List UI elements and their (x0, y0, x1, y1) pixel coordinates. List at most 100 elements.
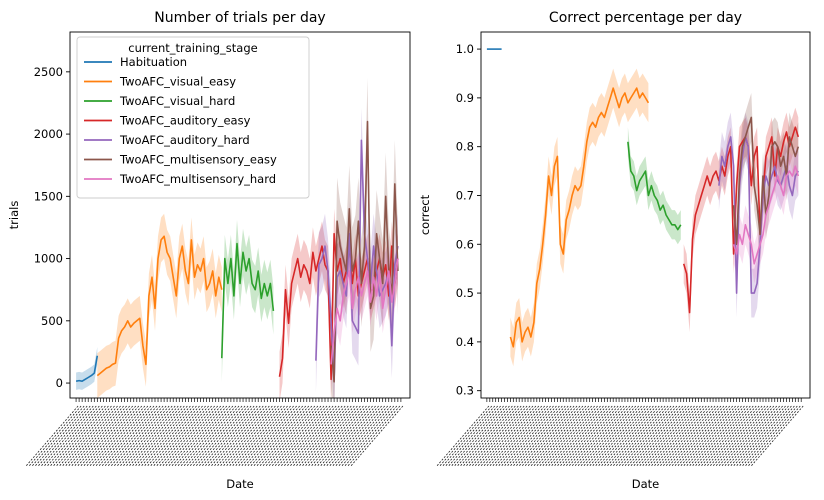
left-xtick-label (223, 405, 276, 467)
legend-box (76, 36, 310, 199)
left-xtick-label (326, 405, 379, 467)
right-xtick-label (750, 405, 804, 467)
right-xtick-label (674, 405, 728, 467)
right-xtick-label (568, 405, 622, 467)
right-xtick-label (662, 405, 716, 467)
left-xtick-label (116, 405, 170, 467)
right-xtick-label (439, 405, 493, 467)
left-xtick-label (350, 405, 404, 467)
right-xtick-label (495, 405, 548, 467)
left-xtick-label (280, 405, 334, 467)
left-xtick-label (59, 405, 112, 467)
left-line-twoafc-auditory-easy (278, 232, 399, 381)
right-xtick-label (642, 405, 695, 467)
left-xtick-label (295, 405, 349, 467)
left-xtick-label (311, 405, 364, 467)
left-xtick-label (125, 405, 179, 467)
right-xtick-label (689, 405, 742, 467)
right-xtick-label (648, 405, 701, 467)
left-xtick-label (226, 405, 279, 467)
left-xtick-label (153, 405, 206, 467)
left-xtick-label (217, 405, 270, 467)
right-xtick-label (651, 405, 704, 467)
right-band-twoafc-auditory-hard (718, 112, 799, 318)
right-xtick-label (747, 405, 801, 467)
right-xtick-label (598, 405, 651, 467)
left-xtick-label (156, 405, 209, 467)
left-xtick-label (335, 405, 389, 467)
left-ytick-label: 1000 (34, 252, 63, 266)
legend-label-twoafc-auditory-easy: TwoAFC_auditory_easy (119, 114, 251, 128)
right-xtick-label (559, 405, 613, 467)
left-xtick-label (244, 405, 297, 467)
right-line-twoafc-visual-hard (627, 141, 682, 231)
left-band-habituation (76, 347, 98, 390)
right-xtick-label (474, 405, 528, 467)
left-xtick-label (256, 405, 310, 467)
right-xtick-label (665, 405, 719, 467)
left-xtick-label (147, 405, 200, 467)
left-xtick-label (292, 405, 346, 467)
right-band-twoafc-auditory-easy (683, 107, 799, 333)
right-xtick-label (656, 405, 710, 467)
chart-correct-per-day: Correct percentage per day 0.3 0.4 0.5 0.6 0.… (418, 10, 811, 491)
left-xtick-label (207, 405, 261, 467)
right-xtick-label (548, 405, 601, 467)
right-xtick-label (460, 405, 513, 467)
left-xtick-label (135, 405, 188, 467)
right-xtick-label (471, 405, 525, 467)
left-xtick-label (86, 405, 140, 467)
left-xtick-label (213, 405, 267, 467)
right-xtick-label (545, 405, 598, 467)
legend-label-twoafc-auditory-hard: TwoAFC_auditory_hard (119, 133, 250, 147)
right-xtick-label (554, 405, 607, 467)
left-xtick-label (43, 405, 97, 467)
left-xtick-label (65, 405, 118, 467)
right-xtick-label (627, 405, 681, 467)
left-xtick-label (37, 405, 91, 467)
left-xtick-label (286, 405, 340, 467)
left-band-twoafc-visual-hard (221, 220, 274, 382)
left-xtick-label (31, 405, 85, 467)
left-xtick-label (241, 405, 294, 467)
right-xtick-label (695, 405, 748, 467)
left-xtick-label (122, 405, 176, 467)
right-xtick-label (736, 405, 789, 467)
right-xtick-label (609, 405, 663, 467)
right-ytick-label: 1.0 (456, 42, 474, 56)
left-xtick-label (159, 405, 212, 467)
right-xtick-label (442, 405, 496, 467)
left-xtick-label (56, 405, 109, 467)
right-xtick-label (486, 405, 540, 467)
right-ytick-label: 0.9 (456, 91, 474, 105)
left-line-twoafc-visual-hard (221, 242, 275, 359)
right-xtick-label (630, 405, 684, 467)
right-xtick-label (686, 405, 739, 467)
right-xtick-label (574, 405, 628, 467)
right-ytick-label: 0.7 (456, 188, 474, 202)
right-xtick-label (677, 405, 731, 467)
left-line-twoafc-auditory-hard (315, 139, 399, 382)
right-xtick-label (727, 405, 780, 467)
right-xtick-label (477, 405, 531, 467)
left-xtick-label (268, 405, 322, 467)
left-xtick-label (144, 405, 197, 467)
right-xtick-label (668, 405, 722, 467)
right-xtick-label (463, 405, 516, 467)
left-xtick-label (83, 405, 137, 467)
right-xtick-label (671, 405, 725, 467)
left-xtick-label (71, 405, 124, 467)
right-xtick-label (480, 405, 534, 467)
right-xtick-label (706, 405, 760, 467)
left-xtick-label (235, 405, 288, 467)
left-xtick-label (250, 405, 304, 467)
right-xtick-label (724, 405, 778, 467)
right-xtick-label (436, 405, 490, 467)
right-xtick-label (618, 405, 672, 467)
right-xtick-label (521, 405, 575, 467)
left-xtick-label (174, 405, 228, 467)
left-xtick-label (341, 405, 395, 467)
legend-label-twoafc-visual-hard: TwoAFC_visual_hard (119, 94, 235, 108)
left-xtick-label (186, 405, 240, 467)
